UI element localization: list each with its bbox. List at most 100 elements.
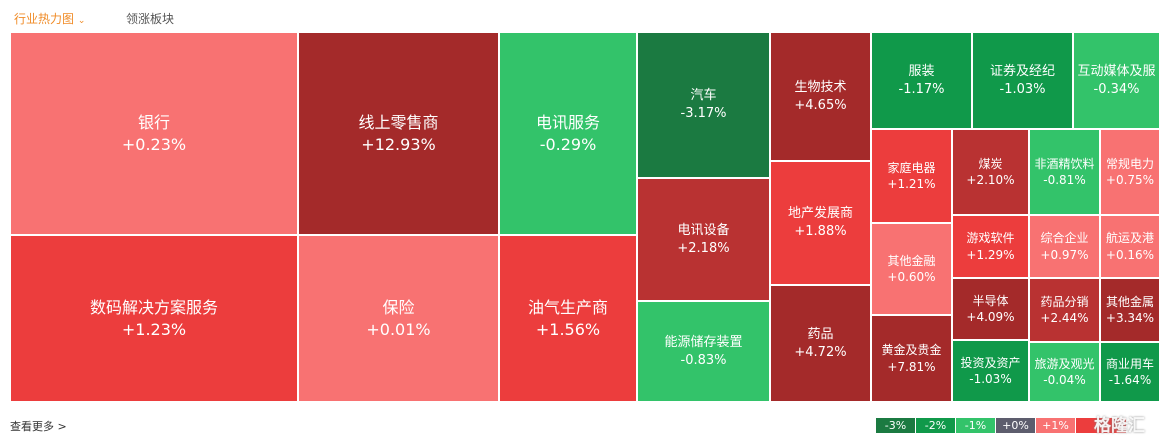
- tile-name: 投资及资产: [960, 355, 1021, 370]
- tile[interactable]: 半导体 +4.09%: [952, 278, 1029, 340]
- tile[interactable]: 非酒精饮料 -0.81%: [1029, 129, 1100, 215]
- tile-name: 航运及港: [1105, 231, 1154, 246]
- tile-name: 证券及经纪: [989, 63, 1055, 79]
- tile-change: +0.60%: [887, 270, 936, 284]
- tile-change: +4.72%: [794, 344, 847, 360]
- tile-name: 电讯服务: [535, 112, 600, 132]
- tile-change: -0.81%: [1043, 173, 1086, 187]
- tile-name: 商业用车: [1105, 356, 1154, 371]
- tile[interactable]: 其他金属 +3.34%: [1100, 278, 1160, 342]
- tile[interactable]: 银行 +0.23%: [10, 32, 298, 235]
- tile-change: +12.93%: [361, 134, 436, 154]
- tile-name: 煤炭: [978, 156, 1003, 171]
- legend: -3% -2% -1% +0% +1%: [876, 418, 1127, 433]
- tile-name: 家庭电器: [887, 160, 936, 175]
- tile[interactable]: 其他金融 +0.60%: [871, 223, 952, 315]
- tile-change: +1.56%: [535, 319, 601, 339]
- tile-change: +2.18%: [677, 240, 730, 256]
- tile[interactable]: 常规电力 +0.75%: [1100, 129, 1160, 215]
- tile-change: -1.64%: [1108, 373, 1152, 387]
- tab-heatmap[interactable]: 行业热力图 ⌄: [14, 10, 85, 27]
- tile[interactable]: 能源储存装置 -0.83%: [637, 301, 770, 402]
- tile-name: 非酒精饮料: [1034, 156, 1095, 171]
- tile-change: +0.01%: [366, 319, 431, 339]
- tile-change: +1.23%: [121, 319, 187, 339]
- tile[interactable]: 药品分销 +2.44%: [1029, 278, 1100, 342]
- tile[interactable]: 保险 +0.01%: [298, 235, 499, 402]
- legend-item: -3%: [876, 418, 915, 433]
- tile[interactable]: 汽车 -3.17%: [637, 32, 770, 178]
- tile-change: +1.88%: [794, 224, 847, 239]
- tile-change: +0.16%: [1105, 247, 1155, 262]
- tile[interactable]: 地产发展商 +1.88%: [770, 161, 871, 285]
- tile-change: +3.34%: [1105, 311, 1155, 325]
- tile[interactable]: 服装 -1.17%: [871, 32, 972, 129]
- tile[interactable]: 生物技术 +4.65%: [770, 32, 871, 161]
- tile[interactable]: 综合企业 +0.97%: [1029, 215, 1100, 278]
- tile-name: 互动媒体及服: [1077, 63, 1156, 79]
- tile-name: 旅游及观光: [1034, 356, 1095, 371]
- tile-name: 保险: [382, 297, 415, 317]
- tile-name: 数码解决方案服务: [89, 297, 218, 317]
- tile-name: 油气生产商: [527, 297, 608, 317]
- tile-change: +0.97%: [1040, 247, 1089, 262]
- tile-change: -0.83%: [680, 352, 727, 368]
- chevron: ⌄: [77, 16, 86, 26]
- legend-item: [1076, 418, 1126, 433]
- tile-change: -3.17%: [680, 106, 727, 121]
- tile-name: 生物技术: [794, 79, 847, 95]
- tile-change: -1.03%: [969, 372, 1012, 386]
- tile-name: 综合企业: [1040, 231, 1089, 246]
- tile[interactable]: 电讯设备 +2.18%: [637, 178, 770, 301]
- tile-name: 地产发展商: [787, 206, 853, 222]
- more-link[interactable]: 查看更多 >: [10, 420, 67, 433]
- tile-change: -1.03%: [999, 81, 1046, 97]
- tile[interactable]: 药品 +4.72%: [770, 285, 871, 402]
- tile-change: +4.09%: [966, 310, 1015, 324]
- tile-change: +4.65%: [794, 97, 847, 113]
- legend-item: -2%: [916, 418, 955, 433]
- tile-name: 电讯设备: [677, 222, 730, 238]
- tile-name: 线上零售商: [358, 112, 439, 132]
- tile-change: +0.23%: [121, 134, 187, 154]
- tile-change: +2.10%: [966, 173, 1015, 187]
- tile-name: 半导体: [972, 293, 1009, 308]
- tile[interactable]: 油气生产商 +1.56%: [499, 235, 637, 402]
- tile[interactable]: 黄金及贵金 +7.81%: [871, 315, 952, 402]
- tile[interactable]: 投资及资产 -1.03%: [952, 340, 1029, 402]
- tile-change: +1.29%: [966, 247, 1015, 262]
- tile[interactable]: 电讯服务 -0.29%: [499, 32, 637, 235]
- tile-change: -0.34%: [1093, 81, 1140, 97]
- tile-name: 其他金融: [887, 253, 936, 268]
- tile-change: -0.29%: [539, 134, 597, 154]
- tab-label: 行业热力图: [14, 12, 75, 26]
- tile-name: 银行: [137, 112, 170, 132]
- tile[interactable]: 线上零售商 +12.93%: [298, 32, 499, 235]
- tile-name: 服装: [908, 63, 935, 79]
- tile[interactable]: 证券及经纪 -1.03%: [972, 32, 1073, 129]
- tile[interactable]: 煤炭 +2.10%: [952, 129, 1029, 215]
- tile-name: 汽车: [690, 88, 717, 104]
- tile[interactable]: 旅游及观光 -0.04%: [1029, 342, 1100, 402]
- tile[interactable]: 家庭电器 +1.21%: [871, 129, 952, 223]
- tile[interactable]: 互动媒体及服 -0.34%: [1073, 32, 1160, 129]
- tile[interactable]: 数码解决方案服务 +1.23%: [10, 235, 298, 402]
- tile-change: +0.75%: [1105, 173, 1155, 187]
- tile-name: 游戏软件: [966, 231, 1015, 246]
- tile-change: -1.17%: [898, 81, 945, 97]
- legend-item: +0%: [996, 418, 1035, 433]
- tile[interactable]: 商业用车 -1.64%: [1100, 342, 1160, 402]
- tile-name: 药品分销: [1040, 294, 1089, 309]
- tile-change: +1.21%: [887, 177, 936, 191]
- tile-name: 黄金及贵金: [881, 343, 942, 358]
- tile-name: 能源储存装置: [664, 334, 743, 350]
- watermark: 格隆汇: [1094, 416, 1145, 436]
- tile-name: 其他金属: [1105, 294, 1154, 309]
- tile-change: +2.44%: [1040, 311, 1089, 325]
- tile[interactable]: 游戏软件 +1.29%: [952, 215, 1029, 278]
- tile-name: 药品: [807, 326, 834, 342]
- tile[interactable]: 航运及港 +0.16%: [1100, 215, 1160, 278]
- tab-leaders[interactable]: 领涨板块: [126, 12, 175, 26]
- legend-item: +1%: [1036, 418, 1075, 433]
